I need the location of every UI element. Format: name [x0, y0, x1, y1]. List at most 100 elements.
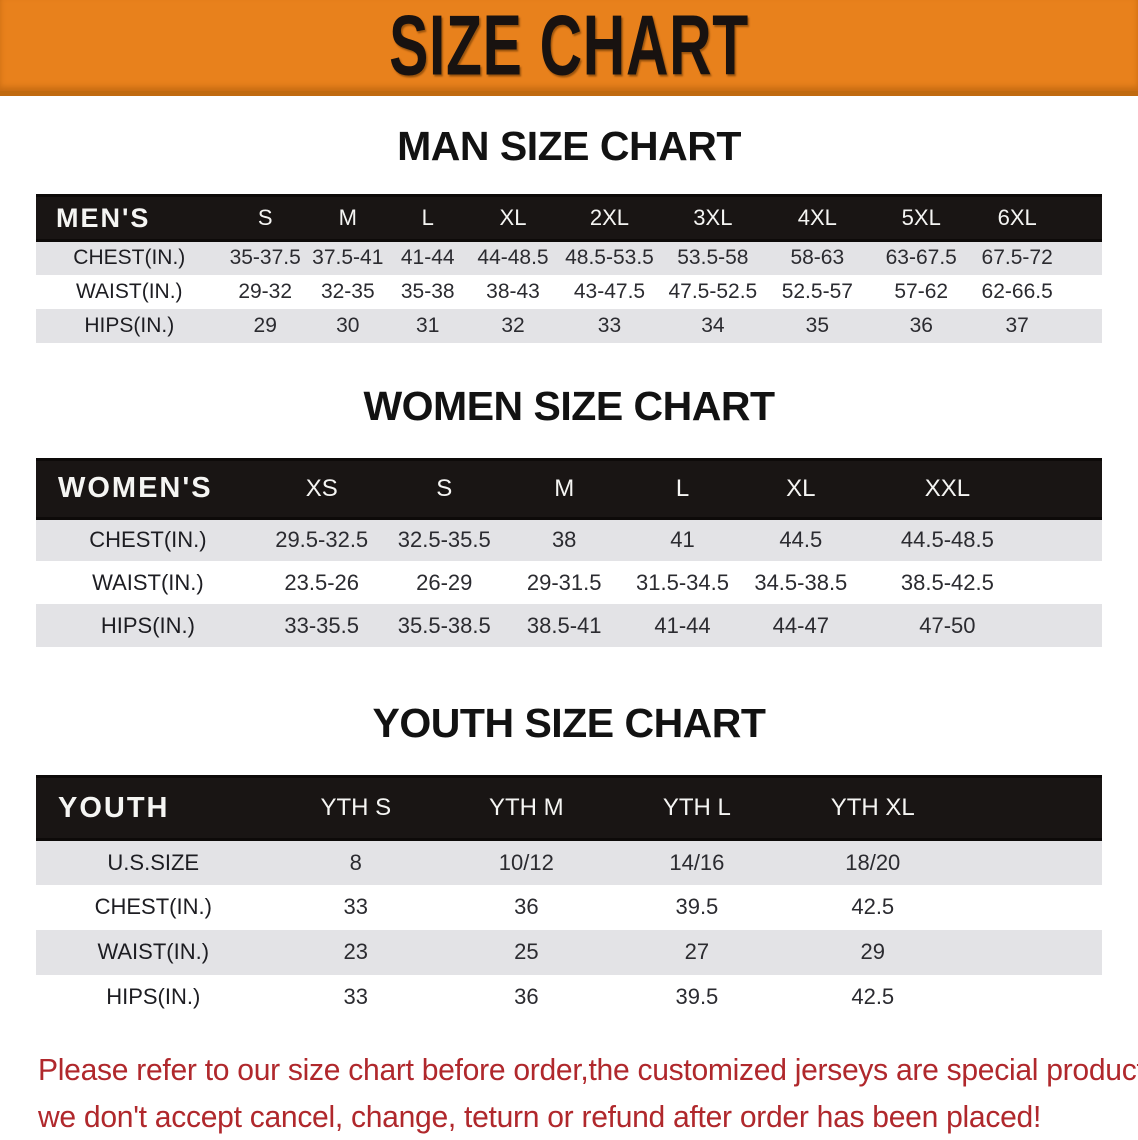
womens-header-row: WOMEN'S XS S M L XL XXL	[36, 457, 1102, 520]
youth-row-waist-in: WAIST(IN.) 23 25 27 29	[36, 929, 1102, 975]
womens-column-header: M	[505, 457, 624, 520]
size-value-cell: 32	[467, 308, 559, 343]
size-value-cell: 35-37.5	[222, 240, 308, 275]
mens-column-header: 2XL	[558, 194, 661, 242]
youth-column-header: YTH M	[441, 775, 612, 841]
size-value-cell: 47-50	[859, 604, 1035, 647]
mens-column-header: M	[307, 194, 388, 242]
spacer-cell	[963, 929, 1102, 975]
row-label: U.S.SIZE	[36, 839, 271, 885]
youth-table: YOUTH YTH S YTH M YTH L YTH XL U.S.SIZE 8 10/12…	[36, 775, 1102, 1020]
man-size-chart-title: MAN SIZE CHART	[397, 123, 741, 169]
womens-table: WOMEN'S XS S M L XL XXL CHEST(IN.) 29.5-32.5 32.5…	[36, 457, 1102, 647]
size-value-cell: 41-44	[387, 240, 468, 275]
womens-column-header: XS	[259, 457, 384, 520]
womens-column-header: S	[383, 457, 506, 520]
women-size-chart-title: WOMEN SIZE CHART	[363, 382, 775, 429]
youth-group-label: YOUTH	[36, 775, 271, 841]
size-value-cell: 23	[270, 929, 442, 975]
spacer-cell	[963, 975, 1102, 1020]
youth-size-chart-title: YOUTH SIZE CHART	[372, 700, 766, 746]
youth-column-header: YTH S	[270, 775, 442, 841]
order-disclaimer: Please refer to our size chart before or…	[38, 1046, 1138, 1140]
mens-size-table: MEN'S S M L XL 2XL 3XL 4XL 5XL 6XL CHEST(IN.) 35-37…	[36, 194, 1102, 343]
youth-header-row: YOUTH YTH S YTH M YTH L YTH XL	[36, 775, 1102, 841]
size-value-cell: 25	[441, 929, 612, 975]
row-label: CHEST(IN.)	[36, 240, 223, 275]
size-value-cell: 32-35	[320, 279, 375, 303]
size-value-cell: 35-38	[400, 279, 455, 303]
size-value-cell: 29	[222, 308, 308, 343]
mens-column-header: 5XL	[869, 194, 973, 242]
row-label: WAIST(IN.)	[92, 569, 204, 595]
mens-group-label: MEN'S	[36, 194, 223, 242]
womens-column-header: L	[623, 457, 742, 520]
size-value-cell: 18/20	[782, 839, 964, 885]
womens-column-header: XL	[741, 457, 860, 520]
spacer-cell	[963, 839, 1102, 885]
spacer-cell	[1035, 561, 1102, 604]
youth-size-table: YOUTH YTH S YTH M YTH L YTH XL U.S.SIZE 8 10/12…	[36, 775, 1102, 1020]
size-value-cell: 36	[869, 308, 973, 343]
size-value-cell: 29-31.5	[526, 569, 602, 595]
size-value-cell: 39.5	[675, 984, 719, 1009]
womens-row-waist-in: WAIST(IN.) 23.5-26 26-29 29-31.5 31.5-34.5 34…	[36, 561, 1102, 604]
size-value-cell: 57-62	[894, 279, 949, 303]
spacer-cell	[1034, 604, 1102, 647]
mens-column-header: L	[387, 194, 468, 242]
size-value-cell: 41	[623, 518, 742, 561]
row-label: WAIST(IN.)	[36, 929, 271, 975]
spacer-cell	[1034, 457, 1102, 520]
size-value-cell: 63-67.5	[869, 240, 973, 275]
size-value-cell: 43-47.5	[573, 279, 646, 303]
size-value-cell: 37	[972, 308, 1062, 343]
size-value-cell: 38	[505, 518, 624, 561]
womens-row-hips-in: HIPS(IN.) 33-35.5 35.5-38.5 38.5-41 41-44 44-…	[36, 604, 1102, 647]
size-value-cell: 14/16	[611, 839, 783, 885]
size-value-cell: 62-66.5	[981, 279, 1053, 303]
spacer-cell	[1061, 308, 1102, 343]
size-value-cell: 42.5	[851, 984, 895, 1009]
size-value-cell: 67.5-72	[972, 240, 1062, 275]
youth-column-header: YTH XL	[782, 775, 964, 841]
disclaimer-line-1: Please refer to our size chart before or…	[38, 1051, 1138, 1087]
size-value-cell: 33-35.5	[259, 604, 384, 647]
size-value-cell: 23.5-26	[284, 569, 359, 595]
spacer-cell	[1034, 518, 1102, 561]
mens-row-hips-in: HIPS(IN.) 29 30 31 32 33 34 35 36 37	[36, 308, 1102, 343]
size-value-cell: 34.5-38.5	[754, 569, 848, 595]
spacer-cell	[963, 775, 1102, 841]
womens-row-chest-in: CHEST(IN.) 29.5-32.5 32.5-35.5 38 41 44.5 44.5…	[36, 518, 1102, 561]
youth-row-chest-in: CHEST(IN.) 33 36 39.5 42.5	[36, 885, 1102, 930]
size-value-cell: 52.5-57	[781, 279, 853, 303]
size-value-cell: 58-63	[765, 240, 870, 275]
size-value-cell: 53.5-58	[660, 240, 766, 275]
size-value-cell: 44.5-48.5	[859, 518, 1035, 561]
size-value-cell: 27	[611, 929, 783, 975]
size-value-cell: 44-47	[741, 604, 860, 647]
banner-title: SIZE CHART	[389, 0, 749, 93]
size-value-cell: 8	[270, 839, 442, 885]
size-value-cell: 42.5	[851, 894, 895, 919]
mens-column-header: 6XL	[972, 194, 1062, 242]
womens-group-label: WOMEN'S	[36, 457, 260, 520]
mens-column-header: 4XL	[765, 194, 870, 242]
size-value-cell: 31.5-34.5	[636, 569, 729, 595]
youth-row-hips-in: HIPS(IN.) 33 36 39.5 42.5	[36, 975, 1102, 1020]
size-value-cell: 32.5-35.5	[383, 518, 506, 561]
spacer-cell	[1061, 275, 1102, 309]
disclaimer-line-2: we don't accept cancel, change, teturn o…	[38, 1098, 1042, 1134]
mens-header-row: MEN'S S M L XL 2XL 3XL 4XL 5XL 6XL	[36, 194, 1102, 242]
size-value-cell: 36	[514, 984, 539, 1009]
size-value-cell: 29	[782, 929, 964, 975]
size-value-cell: 10/12	[441, 839, 612, 885]
size-value-cell: 30	[307, 308, 388, 343]
row-label: CHEST(IN.)	[36, 518, 260, 561]
size-value-cell: 33	[343, 984, 369, 1009]
mens-column-header: S	[222, 194, 308, 242]
size-value-cell: 35.5-38.5	[383, 604, 506, 647]
size-value-cell: 33	[558, 308, 661, 343]
womens-size-table: WOMEN'S XS S M L XL XXL CHEST(IN.) 29.5-32.5 32.5…	[36, 457, 1102, 647]
row-label: CHEST(IN.)	[94, 894, 212, 919]
mens-row-waist-in: WAIST(IN.) 29-32 32-35 35-38 38-43 43-47.5 47.…	[36, 275, 1102, 309]
